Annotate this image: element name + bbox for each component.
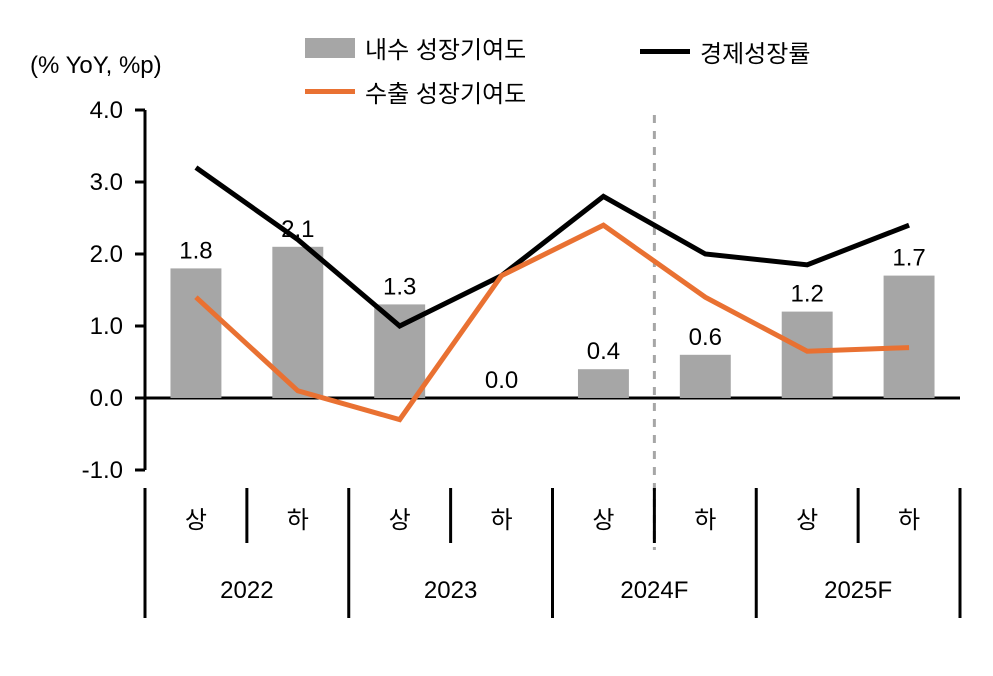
legend-swatch-black	[640, 49, 690, 54]
bar-value-label: 0.4	[587, 338, 620, 365]
bar-value-label: 0.0	[485, 367, 518, 394]
x-year-label: 2022	[220, 577, 273, 604]
x-sub-label: 상	[389, 507, 411, 534]
y-axis-title: (% YoY, %p)	[30, 52, 162, 80]
legend-swatch-orange	[305, 89, 355, 94]
x-sub-label: 하	[287, 507, 309, 534]
bar-value-label: 1.3	[383, 273, 416, 300]
legend-label-black: 경제성장률	[700, 34, 810, 69]
bar	[884, 276, 935, 398]
y-tick-label: 1.0	[90, 313, 123, 340]
y-tick-label: 4.0	[90, 97, 123, 124]
x-sub-label: 하	[898, 507, 920, 534]
x-year-label: 2024F	[620, 577, 688, 604]
bar-value-label: 1.7	[892, 245, 925, 272]
bar	[170, 268, 221, 398]
y-tick-label: 0.0	[90, 385, 123, 412]
legend-item-black-line: 경제성장률	[640, 34, 810, 69]
bar	[578, 369, 629, 398]
legend-item-bar: 내수 성장기여도	[305, 30, 526, 65]
chart-container: (% YoY, %p) 내수 성장기여도 경제성장률 수출 성장기여도 -1.0…	[0, 0, 993, 676]
x-sub-label: 하	[491, 507, 513, 534]
legend-label-orange: 수출 성장기여도	[365, 74, 526, 109]
y-tick-label: 3.0	[90, 169, 123, 196]
bar-value-label: 0.6	[689, 324, 722, 351]
x-sub-label: 상	[796, 507, 818, 534]
bar-value-label: 1.2	[791, 281, 824, 308]
x-sub-label: 상	[592, 507, 614, 534]
bar-value-label: 1.8	[179, 237, 212, 264]
y-tick-label: -1.0	[82, 457, 123, 484]
x-year-label: 2025F	[824, 577, 892, 604]
x-sub-label: 하	[694, 507, 716, 534]
bar	[782, 312, 833, 398]
x-sub-label: 상	[185, 507, 207, 534]
bar	[680, 355, 731, 398]
legend-label-bar: 내수 성장기여도	[365, 30, 526, 65]
x-year-label: 2023	[424, 577, 477, 604]
legend-swatch-bar	[305, 38, 355, 58]
legend-item-orange-line: 수출 성장기여도	[305, 74, 526, 109]
y-tick-label: 2.0	[90, 241, 123, 268]
